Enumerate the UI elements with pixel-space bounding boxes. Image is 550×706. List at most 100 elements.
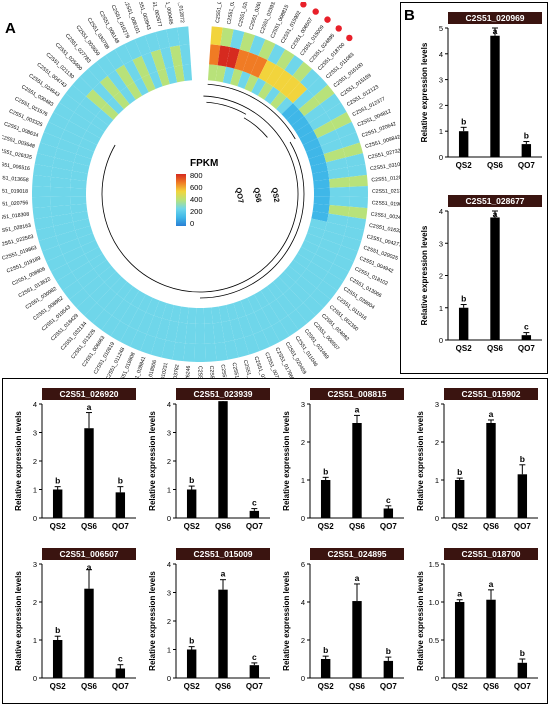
heatmap-cell xyxy=(348,206,368,220)
heatmap-cell xyxy=(349,185,368,198)
heatmap-cell xyxy=(120,304,139,326)
heatmap-cell xyxy=(69,288,90,308)
heatmap-cell xyxy=(141,52,158,75)
heatmap-cell xyxy=(57,138,80,155)
heatmap-cell xyxy=(278,271,296,289)
heatmap-cell xyxy=(289,282,311,303)
heatmap-cell xyxy=(238,315,254,338)
heatmap-cell xyxy=(234,49,250,72)
heatmap-cell xyxy=(50,204,72,217)
heatmap-cell xyxy=(246,312,263,335)
heatmap-cell xyxy=(295,123,314,139)
gene-label: C2S51_000495 xyxy=(162,2,174,25)
gene-label: C2S51_007808 xyxy=(219,364,230,378)
heatmap-cell xyxy=(50,186,71,197)
heatmap-cell xyxy=(211,306,222,324)
heatmap-cell xyxy=(156,318,171,341)
heatmap-cell xyxy=(120,325,138,347)
heatmap-cell xyxy=(349,196,368,209)
heatmap-cell xyxy=(146,315,162,338)
heatmap-cell xyxy=(312,170,330,182)
heatmap-cell xyxy=(101,315,121,337)
heatmap-cell xyxy=(313,84,335,105)
heatmap-cell xyxy=(161,302,174,321)
heatmap-cell xyxy=(114,43,133,65)
circular-heatmap: C2S51_014148 C2S51_020969 C2S51_028677C2S5… xyxy=(2,2,400,378)
heatmap-cell xyxy=(74,104,96,124)
heatmap-cell xyxy=(62,280,84,300)
gene-label: C2S51_012071 xyxy=(371,175,400,184)
heatmap-cell xyxy=(60,129,83,147)
heatmap-cell xyxy=(280,75,301,98)
heatmap-cell xyxy=(254,290,270,309)
gene-label: C2S51_019472 xyxy=(208,365,216,378)
gene-label: C2S51_020969 xyxy=(226,2,238,25)
gene-label: C2S51_020756 xyxy=(2,200,29,208)
heatmap-cell xyxy=(204,323,215,344)
heatmap-cell xyxy=(247,294,262,313)
heatmap-cell xyxy=(170,304,182,323)
heatmap-cell xyxy=(332,254,354,272)
heatmap-cell xyxy=(155,29,170,50)
heatmap-cell xyxy=(310,162,328,174)
legend-tick: 200 xyxy=(190,207,203,216)
heatmap-cell xyxy=(217,45,231,67)
ring-label-qo7: QO7 xyxy=(234,187,246,204)
heatmap-cell xyxy=(298,96,321,117)
heatmap-cell xyxy=(251,77,266,96)
heatmap-cell xyxy=(272,276,290,294)
heatmap-cell xyxy=(239,31,256,53)
panel-c-frame xyxy=(2,378,548,704)
heatmap-cell xyxy=(50,176,71,188)
heatmap-cell xyxy=(70,170,88,182)
heatmap-cell xyxy=(35,226,56,241)
heatmap-cell xyxy=(75,225,93,239)
heatmap-cell xyxy=(99,75,120,98)
heatmap-cell xyxy=(260,286,277,305)
heatmap-cell xyxy=(54,147,77,163)
heatmap-cell xyxy=(218,304,230,323)
gene-label: C2S51_028163 xyxy=(2,223,32,236)
heatmap-cell xyxy=(291,116,310,132)
heatmap-cell xyxy=(312,203,330,214)
heatmap-cell xyxy=(150,337,166,358)
heatmap-cell xyxy=(329,196,350,207)
dendrogram-branch xyxy=(101,95,299,293)
heatmap-cell xyxy=(62,246,85,264)
heatmap-cell xyxy=(328,204,350,217)
heatmap-cell xyxy=(307,76,328,97)
heatmap-cell xyxy=(145,297,160,316)
heatmap-cell xyxy=(79,138,98,152)
heatmap-cell xyxy=(87,61,108,83)
heatmap-cell xyxy=(93,259,112,276)
highlight-dot xyxy=(312,8,319,15)
heatmap-cell xyxy=(187,307,197,324)
heatmap-cell xyxy=(309,218,327,231)
heatmap-cell xyxy=(325,102,347,121)
heatmap-cell xyxy=(244,74,259,93)
heatmap-cell xyxy=(322,230,345,246)
legend-colorbar xyxy=(176,174,186,226)
heatmap-cell xyxy=(69,112,91,131)
heatmap-cell xyxy=(113,91,130,110)
heatmap-cell xyxy=(288,309,308,330)
heatmap-cell xyxy=(318,238,341,255)
heatmap-cell xyxy=(301,239,319,255)
heatmap-cell xyxy=(302,138,321,152)
heatmap-cell xyxy=(126,81,143,100)
heatmap-cell xyxy=(50,167,73,180)
heatmap-cell xyxy=(107,97,124,115)
heatmap-cell xyxy=(264,86,281,105)
heatmap-cell xyxy=(84,302,105,324)
heatmap-cell xyxy=(347,163,367,177)
gene-label: C2S51_019018 xyxy=(2,188,28,195)
heatmap-cell xyxy=(299,130,318,146)
heatmap-cell xyxy=(288,259,307,276)
heatmap-cell xyxy=(56,272,78,291)
heatmap-cell xyxy=(33,216,54,231)
heatmap-cell xyxy=(40,132,61,148)
gene-label: C2S51_018308 xyxy=(2,212,30,222)
heatmap-cell xyxy=(286,109,305,126)
heatmap-cell xyxy=(53,221,76,236)
heatmap-cell xyxy=(306,261,329,281)
